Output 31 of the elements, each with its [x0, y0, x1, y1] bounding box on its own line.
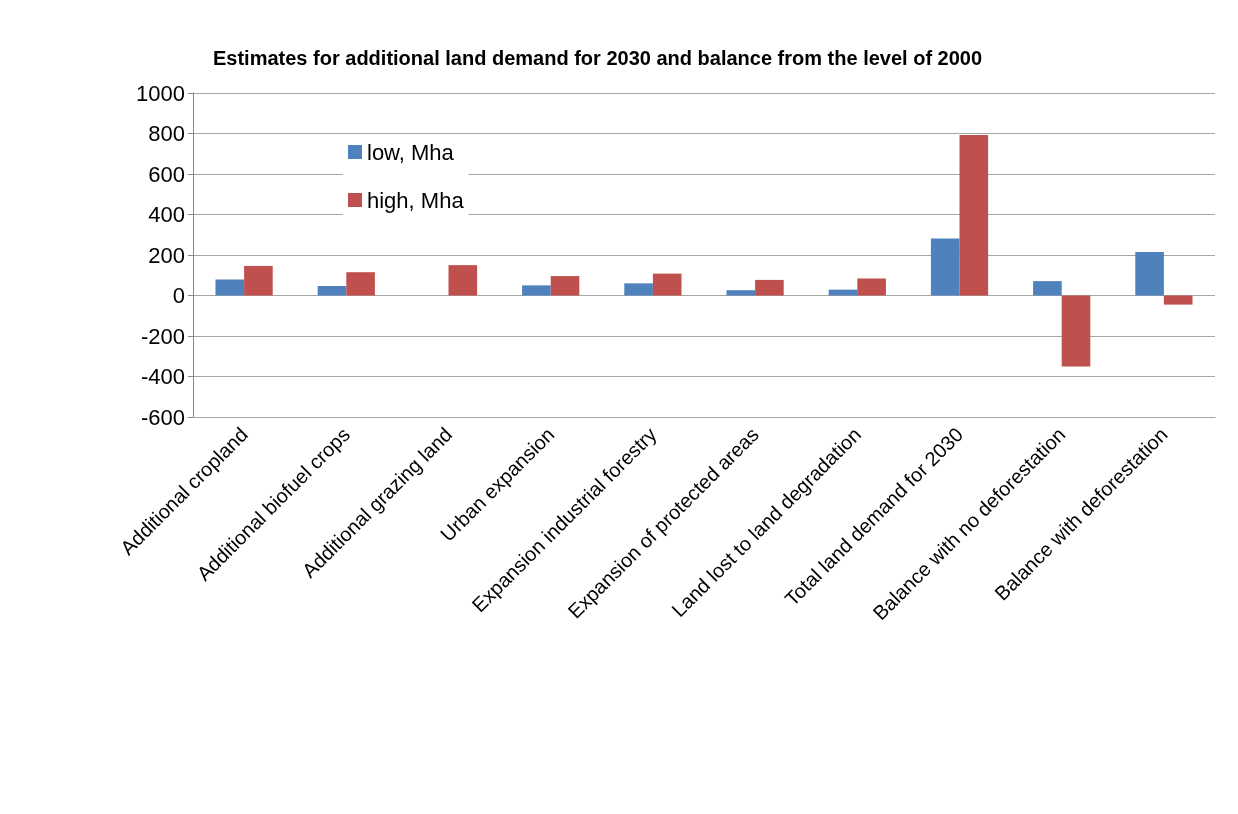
bar — [930, 238, 960, 296]
y-tick-label: 600 — [148, 161, 185, 187]
bar — [522, 285, 551, 296]
y-tick-label: 0 — [172, 283, 185, 308]
y-tick-label: -600 — [140, 404, 185, 430]
bar — [1061, 295, 1091, 367]
bar — [244, 265, 273, 296]
bar — [448, 265, 478, 296]
bar — [1033, 281, 1062, 296]
bar — [346, 272, 375, 296]
y-tick-label: 1000 — [136, 80, 185, 106]
bar — [755, 279, 784, 296]
y-tick-label: -200 — [140, 323, 185, 349]
bar — [1163, 295, 1193, 305]
bar — [726, 290, 756, 296]
bar — [1135, 251, 1164, 296]
bar — [550, 276, 580, 296]
legend-label: high, Mha — [367, 187, 465, 213]
chart-title: Estimates for additional land demand for 2030 and balance from the level of 2000 — [213, 47, 983, 69]
bar — [215, 279, 245, 296]
bar — [317, 285, 347, 296]
bar — [652, 273, 682, 296]
y-tick-label: -400 — [140, 364, 185, 389]
y-tick-label: 400 — [148, 202, 185, 227]
legend-label: low, Mha — [367, 139, 455, 165]
bar — [828, 289, 858, 296]
y-tick-label: 200 — [148, 242, 185, 268]
bar — [959, 135, 989, 296]
y-tick-label: 800 — [148, 121, 185, 146]
bar — [624, 283, 653, 296]
bar — [857, 278, 886, 296]
